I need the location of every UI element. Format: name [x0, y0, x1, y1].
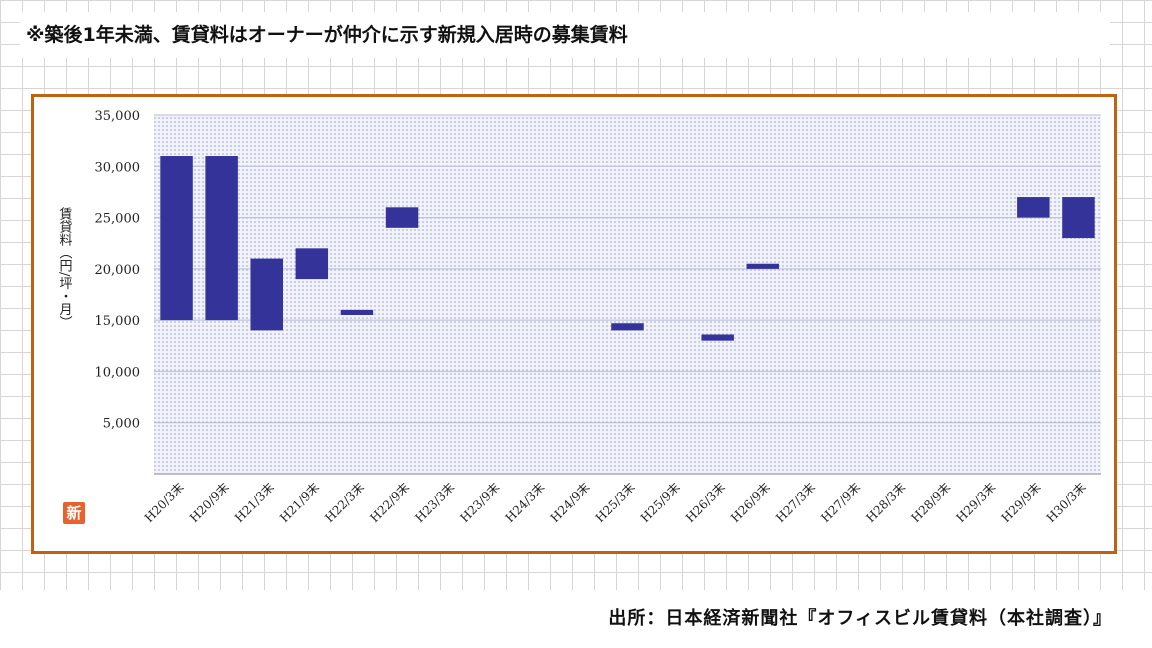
y-tick-label: 30,000: [95, 160, 141, 175]
bar-H22/3末: [340, 309, 374, 316]
x-tick-label: H28/3末: [863, 480, 908, 525]
y-tick-label: 25,000: [95, 212, 141, 227]
bar-H29/9末: [1017, 197, 1050, 218]
x-tick-label: H23/9末: [457, 480, 502, 525]
y-tick-label: 35,000: [95, 109, 141, 124]
y-tick-label: 10,000: [95, 365, 141, 380]
source-citation: 出所：日本経済新聞社『オフィスビル賃貸料（本社調査）』: [608, 608, 1112, 629]
x-tick-label: H24/3末: [503, 480, 548, 525]
plot-area: [154, 115, 1101, 474]
bar-H26/3末: [701, 334, 734, 341]
y-axis-label: 賃貸料（円/坪・月）: [57, 207, 73, 328]
nikkei-badge: 新: [63, 502, 85, 524]
x-tick-label: H25/3末: [593, 480, 638, 525]
bar-H21/3末: [250, 258, 283, 331]
x-tick-label: H29/3末: [954, 480, 999, 525]
chart-note: ※築後1年未満、賃貸料はオーナーが仲介に示す新規入居時の募集賃料: [20, 12, 1110, 58]
y-tick-label: 5,000: [103, 417, 140, 432]
x-tick-label: H22/3末: [322, 480, 367, 525]
x-tick-label: H30/3末: [1044, 480, 1089, 525]
x-tick-label: H20/3末: [142, 480, 187, 525]
x-tick-label: H29/9末: [999, 480, 1044, 525]
bar-H20/3末: [160, 156, 193, 321]
x-tick-label: H21/3末: [232, 480, 277, 525]
bar-H26/9末: [746, 263, 780, 269]
x-tick-label: H23/3末: [412, 480, 457, 525]
x-tick-label: H28/9末: [908, 480, 953, 525]
bar-H30/3末: [1062, 197, 1095, 239]
x-tick-label: H27/3末: [773, 480, 818, 525]
x-tick-label: H20/9末: [187, 480, 232, 525]
x-tick-label: H26/9末: [728, 480, 773, 525]
y-tick-label: 15,000: [95, 314, 141, 329]
y-tick-label: 20,000: [95, 263, 141, 278]
x-tick-label: H25/9末: [638, 480, 683, 525]
x-tick-label: H27/9末: [818, 480, 863, 525]
bar-H22/9末: [385, 207, 419, 228]
rent-range-chart: 5,000 10,000 15,000 20,000 25,000 30,000 35,00…: [57, 109, 1101, 525]
footer-area: [0, 590, 1152, 648]
x-tick-label: H22/9末: [367, 480, 412, 525]
chart-frame: 5,000 10,000 15,000 20,000 25,000 30,000 35,00…: [31, 94, 1117, 554]
x-tick-label: H24/9末: [548, 480, 593, 525]
x-tick-label: H21/9末: [277, 480, 322, 525]
x-tick-label: H26/3末: [683, 480, 728, 525]
bar-H25/3末: [611, 323, 644, 331]
bar-H21/9末: [295, 248, 329, 280]
bar-H20/9末: [205, 156, 238, 321]
